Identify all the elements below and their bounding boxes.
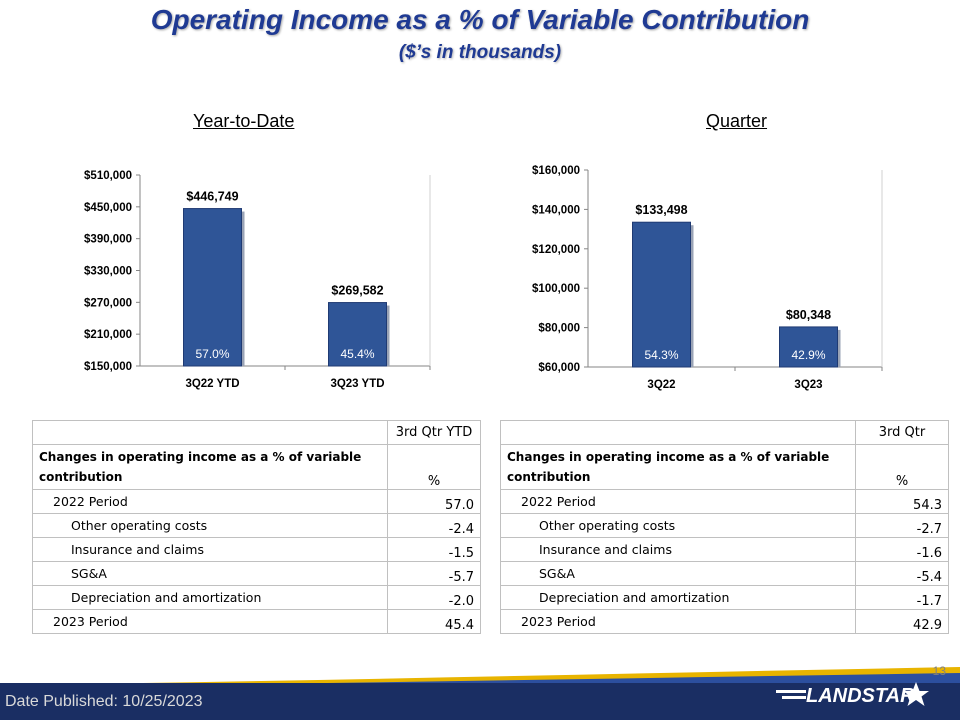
bar-value-label: $133,498 [635, 203, 687, 217]
table-row: 2022 Period 57.0 [32, 489, 481, 514]
row-value: -2.0 [387, 585, 481, 610]
table-unit: % [855, 444, 949, 490]
y-tick-label: $330,000 [84, 266, 132, 278]
table-row: 2023 Period 45.4 [32, 609, 481, 634]
row-value: -2.4 [387, 513, 481, 538]
table-row: Insurance and claims -1.6 [500, 537, 949, 562]
row-label: 2023 Period [500, 609, 856, 634]
bar-value-label: $269,582 [331, 284, 383, 298]
row-label: Insurance and claims [32, 537, 388, 562]
quarter-bar-chart: $60,000 $80,000 $100,000 $120,000 $140,000 $1… [532, 165, 883, 391]
row-value: -5.4 [855, 561, 949, 586]
row-value: -1.5 [387, 537, 481, 562]
table-row: 2023 Period 42.9 [500, 609, 949, 634]
table-header-blank [32, 420, 388, 445]
row-label: 2022 Period [32, 489, 388, 514]
bar-percent-label: 45.4% [340, 347, 374, 361]
table-row: Depreciation and amortization -1.7 [500, 585, 949, 610]
bar-percent-label: 54.3% [644, 348, 678, 362]
x-tick-label: 3Q23 YTD [330, 378, 384, 390]
row-label: Other operating costs [32, 513, 388, 538]
table-row: SG&A -5.7 [32, 561, 481, 586]
y-tick-label: $390,000 [84, 234, 132, 246]
bar-percent-label: 57.0% [195, 347, 229, 361]
slide-title: Operating Income as a % of Variable Cont… [150, 4, 810, 35]
table-unit: % [387, 444, 481, 490]
y-tick-label: $450,000 [84, 202, 132, 214]
table-row: Insurance and claims -1.5 [32, 537, 481, 562]
table-header-blank [500, 420, 856, 445]
row-label: Other operating costs [500, 513, 856, 538]
date-published: Date Published: 10/25/2023 [5, 693, 203, 710]
landstar-logo: LANDSTAR [776, 682, 929, 707]
row-value: 54.3 [855, 489, 949, 514]
ytd-bar-chart: $150,000 $210,000 $270,000 $330,000 $390,000… [84, 170, 431, 390]
row-label: SG&A [500, 561, 856, 586]
table-row: SG&A -5.4 [500, 561, 949, 586]
page-number: 13 [932, 664, 946, 678]
bar [632, 221, 691, 368]
logo-text: LANDSTAR [806, 685, 915, 707]
y-tick-label: $150,000 [84, 361, 132, 373]
y-tick-label: $140,000 [532, 204, 580, 216]
row-label: 2022 Period [500, 489, 856, 514]
table-row: Other operating costs -2.7 [500, 513, 949, 538]
row-value: 42.9 [855, 609, 949, 634]
bar [779, 326, 838, 368]
row-value: 45.4 [387, 609, 481, 634]
table-row: 2022 Period 54.3 [500, 489, 949, 514]
table-description: Changes in operating income as a % of va… [32, 444, 388, 490]
footer-band [0, 683, 960, 720]
quarter-changes-table: 3rd Qtr Changes in operating income as a… [500, 420, 949, 634]
table-column-header: 3rd Qtr [855, 420, 949, 445]
ytd-changes-table: 3rd Qtr YTD Changes in operating income … [32, 420, 481, 634]
row-label: Insurance and claims [500, 537, 856, 562]
ytd-heading: Year-to-Date [193, 111, 295, 131]
y-tick-label: $120,000 [532, 244, 580, 256]
row-value: 57.0 [387, 489, 481, 514]
table-column-header: 3rd Qtr YTD [387, 420, 481, 445]
table-row: Other operating costs -2.4 [32, 513, 481, 538]
slide-subtitle: ($’s in thousands) [398, 42, 562, 63]
row-label: 2023 Period [32, 609, 388, 634]
bar [328, 302, 387, 367]
y-tick-label: $510,000 [84, 170, 132, 182]
x-tick-label: 3Q23 [794, 379, 822, 391]
bar-value-label: $80,348 [786, 308, 831, 322]
row-label: Depreciation and amortization [500, 585, 856, 610]
table-row: Depreciation and amortization -2.0 [32, 585, 481, 610]
y-tick-label: $270,000 [84, 297, 132, 309]
y-tick-label: $160,000 [532, 165, 580, 177]
bar-percent-label: 42.9% [791, 348, 825, 362]
x-tick-label: 3Q22 YTD [185, 378, 239, 390]
y-tick-label: $80,000 [538, 323, 580, 335]
row-value: -1.6 [855, 537, 949, 562]
quarter-heading: Quarter [706, 111, 768, 131]
row-label: Depreciation and amortization [32, 585, 388, 610]
row-value: -1.7 [855, 585, 949, 610]
bar-value-label: $446,749 [186, 190, 238, 204]
row-value: -2.7 [855, 513, 949, 538]
y-tick-label: $60,000 [538, 362, 580, 374]
x-tick-label: 3Q22 [647, 379, 675, 391]
table-description: Changes in operating income as a % of va… [500, 444, 856, 490]
bar [183, 208, 242, 367]
row-label: SG&A [32, 561, 388, 586]
y-tick-label: $100,000 [532, 283, 580, 295]
row-value: -5.7 [387, 561, 481, 586]
y-tick-label: $210,000 [84, 329, 132, 341]
